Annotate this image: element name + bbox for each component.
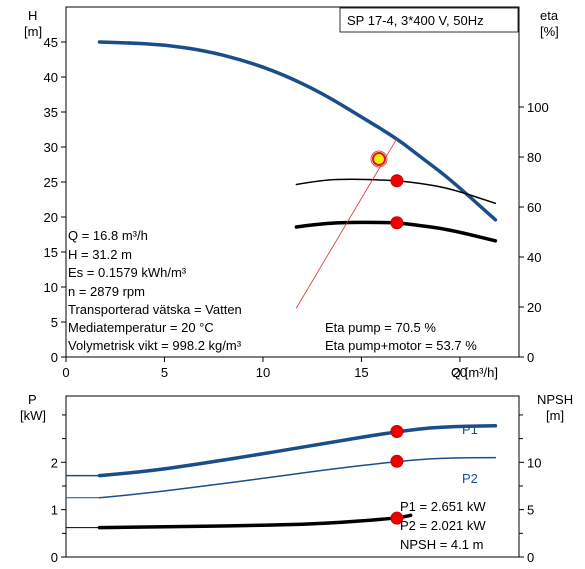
chart-title: SP 17-4, 3*400 V, 50Hz (347, 13, 484, 28)
annotation-liquid: Transporterad vätska = Vatten (68, 302, 242, 317)
left-y-tick-label: 10 (44, 280, 58, 295)
annotation-temperature: Mediatemperatur = 20 °C (68, 320, 214, 335)
series-line-0-1 (295, 178, 497, 205)
right-axis-label-line2: [%] (540, 24, 559, 39)
right-y-tick-label: 0 (527, 350, 534, 365)
x-tick-label: 5 (161, 365, 168, 380)
right-y-tick-label: 80 (527, 150, 541, 165)
chart-title-box (339, 7, 519, 33)
head-chart-markers (390, 174, 404, 230)
left-y-tick-label: 20 (44, 210, 58, 225)
right-y-tick-label: 100 (527, 100, 549, 115)
operating-point-dot-1-0 (390, 424, 404, 438)
annotation-h: H = 31.2 m (68, 247, 132, 262)
left-y-tick-label: 35 (44, 105, 58, 120)
head-chart-ticks: 0 5 10 15 20 0 5 10 15 20 25 30 35 40 45 0 20 40 60 80 100 (44, 35, 549, 380)
operating-point-halo (370, 150, 388, 168)
annotation-p2: P2 = 2.021 kW (400, 518, 486, 533)
annotation-q: Q = 16.8 m³/h (68, 228, 148, 243)
right-y-tick-label: 40 (527, 250, 541, 265)
left-y-tick-label: 45 (44, 35, 58, 50)
right-y-tick-label: 20 (527, 300, 541, 315)
annotation-n: n = 2879 rpm (68, 284, 145, 299)
series-line-1-2 (98, 456, 497, 499)
operating-point-dot-1-2 (390, 511, 404, 525)
x-tick-label: 20 (453, 365, 467, 380)
left-axis-label-line1: H (28, 8, 37, 23)
operating-point-dot-0-1 (390, 216, 404, 230)
left-y-tick-label: 40 (44, 70, 58, 85)
left-axis-label-line2: [m] (24, 24, 42, 39)
annotation-es: Es = 0.1579 kWh/m³ (68, 265, 187, 280)
head-efficiency-chart: H [m] eta [%] Q [m³/h] 0 5 10 15 20 0 5 10 15 20 2… (24, 6, 559, 380)
power-axis-label-line1: P (28, 392, 37, 407)
series-line-0-2 (294, 220, 498, 243)
annotation-p1: P1 = 2.651 kW (400, 499, 486, 514)
right-y-tick-label: 60 (527, 200, 541, 215)
power-chart-frame (65, 395, 520, 558)
annotation-eta-pump: Eta pump = 70.5 % (325, 320, 436, 335)
power-axis-label-line2: [kW] (20, 408, 46, 423)
right-axis-label-line1: eta (540, 8, 559, 23)
annotation-eta-total: Eta pump+motor = 53.7 % (325, 338, 477, 353)
x-axis-label: Q [m³/h] (451, 365, 498, 380)
x-tick-label: 0 (62, 365, 69, 380)
x-tick-label: 10 (256, 365, 270, 380)
x-tick-label: 15 (354, 365, 368, 380)
series-line-1-4 (97, 513, 413, 530)
left-y-tick-label: 25 (44, 175, 58, 190)
power-npsh-chart: P [kW] NPSH [m] 0 1 2 0 5 10 P1 P2 P1 = 2.651… (20, 392, 573, 565)
power-chart-markers (390, 424, 404, 525)
series-label-p1: P1 (462, 422, 478, 437)
annotation-npsh: NPSH = 4.1 m (400, 537, 483, 552)
annotation-density: Volymetrisk vikt = 998.2 kg/m³ (68, 338, 242, 353)
series-label-p2: P2 (462, 471, 478, 486)
power-chart-ticks: 0 1 2 0 5 10 (51, 414, 541, 565)
series-line-0-0 (97, 40, 498, 222)
left-y-tick-label: 2 (51, 455, 58, 470)
left-y-tick-label: 30 (44, 140, 58, 155)
operating-point-marker (372, 152, 386, 166)
power-chart-series (65, 424, 498, 530)
npsh-axis-label-line2: [m] (546, 408, 564, 423)
right-y-tick-label: 10 (527, 455, 541, 470)
npsh-axis-label-line1: NPSH (537, 392, 573, 407)
left-y-tick-label: 5 (51, 315, 58, 330)
left-y-tick-label: 15 (44, 245, 58, 260)
left-y-tick-label: 0 (51, 550, 58, 565)
left-y-tick-label: 1 (51, 503, 58, 518)
operating-point-dot-1-1 (390, 454, 404, 468)
left-y-tick-label: 0 (51, 350, 58, 365)
right-y-tick-label: 5 (527, 503, 534, 518)
operating-point-dot-0-0 (390, 174, 404, 188)
right-y-tick-label: 0 (527, 550, 534, 565)
series-line-1-0 (97, 424, 498, 478)
